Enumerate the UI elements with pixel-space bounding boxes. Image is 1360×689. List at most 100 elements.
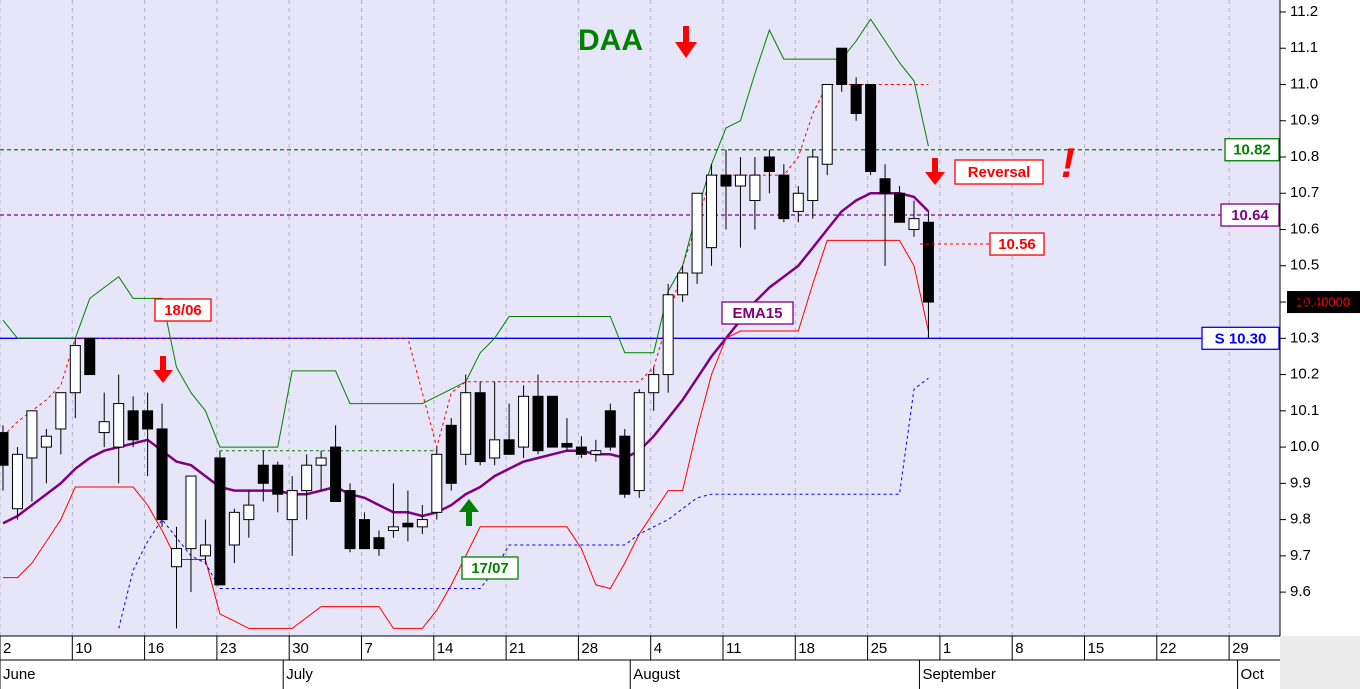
last-price-box	[1287, 291, 1360, 314]
level-label-box	[1201, 326, 1280, 350]
candle-body	[575, 446, 587, 455]
candle-body	[156, 428, 168, 521]
candle-body	[431, 453, 443, 513]
candle-body	[84, 337, 96, 376]
y-tick-label: 9.9	[1290, 474, 1311, 491]
candle-body	[55, 392, 67, 430]
candle-body	[807, 156, 819, 202]
y-tick-label: 11.2	[1290, 3, 1318, 20]
y-tick-label: 10.8	[1290, 148, 1319, 165]
candle-body	[894, 192, 906, 223]
last-price: 10.40000	[1296, 294, 1350, 309]
candle-body	[98, 421, 110, 434]
candle-body	[416, 519, 428, 528]
candle-body	[604, 410, 616, 448]
y-tick-label: 10.7	[1290, 184, 1319, 201]
candle-body	[359, 519, 370, 550]
candle-body	[474, 392, 486, 463]
candle-body	[315, 457, 327, 466]
line-label-box	[721, 301, 794, 325]
candle-body	[532, 395, 544, 452]
candle-body	[691, 192, 703, 274]
overlay: DAA 10.82 10.64 S 10.30 10.56 10.40000 EMA15 1…	[153, 24, 1360, 580]
month-label: August	[633, 666, 681, 683]
indicator-line	[3, 239, 929, 629]
candle-body	[373, 537, 385, 550]
x-tick-label: 30	[292, 640, 309, 657]
x-tick-label: 4	[654, 640, 662, 657]
x-tick-label: 16	[148, 640, 165, 657]
plot-background	[0, 0, 1280, 636]
candle-body	[619, 435, 631, 495]
arrow-up	[459, 499, 479, 526]
candle-body	[503, 439, 515, 455]
candle-body	[40, 435, 52, 448]
y-tick-label: 11.1	[1290, 39, 1318, 56]
candle-body	[648, 374, 660, 394]
candle-body	[272, 464, 284, 495]
level-label-box	[1224, 138, 1280, 162]
y-tick-label: 11.0	[1290, 75, 1318, 92]
x-tick-label: 1	[943, 640, 951, 657]
candle-body	[662, 294, 674, 376]
x-axis-background	[0, 636, 1280, 689]
level-label: S 10.30	[1215, 330, 1267, 347]
candle-body	[518, 395, 530, 448]
x-tick-label: 25	[871, 640, 888, 657]
candle-body	[286, 490, 298, 521]
y-tick-label: 10.0	[1290, 438, 1319, 455]
candle-body	[257, 464, 269, 484]
annotation: !	[1061, 139, 1075, 186]
candle-body	[922, 221, 934, 303]
annotation-box	[154, 298, 212, 322]
candle-body	[734, 174, 746, 187]
candle-body	[171, 548, 183, 568]
x-tick-label: 22	[1160, 640, 1177, 657]
y-tick-label: 9.8	[1290, 511, 1311, 528]
annotation-box	[461, 556, 519, 580]
candle-body	[546, 395, 558, 448]
level-label: 10.82	[1233, 142, 1271, 159]
axis-background	[1280, 0, 1360, 636]
arrow-down	[925, 158, 945, 185]
annotation: 18/06	[164, 302, 202, 319]
candle-body	[460, 392, 472, 455]
line-label: EMA15	[732, 305, 782, 322]
candle-body	[763, 156, 775, 173]
candle-body	[142, 410, 154, 430]
candle-body	[113, 403, 125, 448]
candle-body	[850, 83, 862, 114]
y-tick-label: 10.5	[1290, 257, 1319, 274]
candle-body	[865, 83, 877, 173]
candle-body	[301, 464, 313, 492]
x-tick-label: 21	[509, 640, 526, 657]
month-label: June	[3, 666, 36, 683]
y-tick-label: 10.2	[1290, 366, 1319, 383]
candle-body	[69, 345, 81, 394]
candle-body	[445, 424, 457, 484]
candle-body	[778, 174, 790, 220]
stop-label-box	[989, 232, 1045, 256]
y-tick-label: 9.7	[1290, 547, 1311, 564]
candle-body	[489, 439, 501, 459]
annotation: 17/07	[471, 560, 509, 577]
y-tick-label: 9.6	[1290, 583, 1311, 600]
candle-body	[561, 442, 573, 448]
chart-title: DAA	[578, 24, 643, 57]
candle-body	[402, 522, 414, 528]
candle-body	[330, 446, 342, 502]
candle-body	[199, 544, 211, 557]
x-tick-label: 8	[1015, 640, 1023, 657]
candle-body	[720, 174, 732, 187]
annotation-box	[954, 159, 1044, 185]
annotation: Reversal	[968, 164, 1031, 181]
candle-body	[185, 475, 197, 550]
candle-body	[387, 526, 399, 531]
x-tick-label: 23	[220, 640, 237, 657]
x-tick-label: 14	[437, 640, 454, 657]
y-tick-label: 10.9	[1290, 112, 1319, 129]
candle-body	[908, 218, 920, 231]
level-label-box	[1220, 203, 1280, 227]
